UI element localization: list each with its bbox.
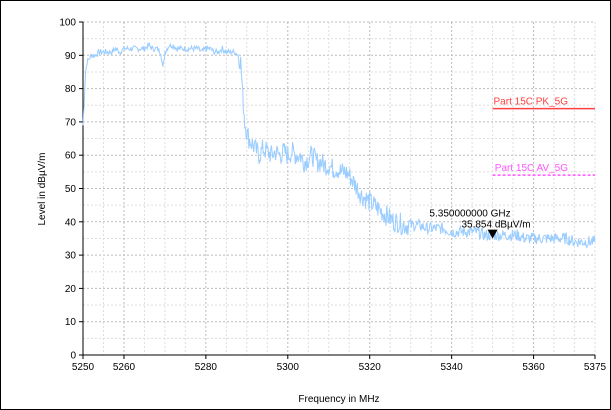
x-tick-label: 5260 (113, 362, 136, 373)
axes (79, 21, 596, 359)
y-tick-label: 0 (70, 351, 76, 362)
pk-limit-label: Part 15C PK_5G (494, 97, 569, 108)
y-tick-label: 70 (65, 117, 77, 128)
measured-trace (82, 41, 596, 249)
tick-labels: 0 10 20 30 40 50 60 70 80 90 100 5250 5260 5280 5300 53… (59, 18, 606, 374)
y-axis-title: Level in dBµV/m (37, 152, 48, 225)
y-tick-label: 90 (65, 51, 77, 62)
y-tick-label: 100 (59, 18, 76, 29)
marker-frequency-label: 5.350000000 GHz (429, 209, 510, 220)
x-tick-label: 5280 (195, 362, 218, 373)
av-limit-label: Part 15C AV_5G (495, 163, 568, 174)
x-tick-label: 5320 (359, 362, 382, 373)
y-tick-label: 10 (65, 317, 77, 328)
x-tick-label: 5300 (277, 362, 300, 373)
annotations: Part 15C PK_5G Part 15C AV_5G 5.350000000 … (429, 97, 568, 239)
y-tick-label: 50 (65, 184, 77, 195)
series-layer (82, 41, 596, 249)
y-tick-label: 30 (65, 251, 77, 262)
x-tick-label: 5360 (522, 362, 545, 373)
grid (82, 21, 596, 356)
y-tick-label: 20 (65, 284, 77, 295)
y-tick-label: 80 (65, 84, 77, 95)
marker-triangle (487, 229, 498, 239)
x-tick-label: 5250 (72, 362, 95, 373)
y-tick-label: 40 (65, 217, 77, 228)
x-tick-label: 5340 (441, 362, 464, 373)
marker-level-label: 35.854 dBµV/m (461, 220, 530, 231)
x-tick-label: 5375 (584, 362, 607, 373)
y-tick-label: 60 (65, 151, 77, 162)
x-axis-title: Frequency in MHz (298, 394, 379, 405)
